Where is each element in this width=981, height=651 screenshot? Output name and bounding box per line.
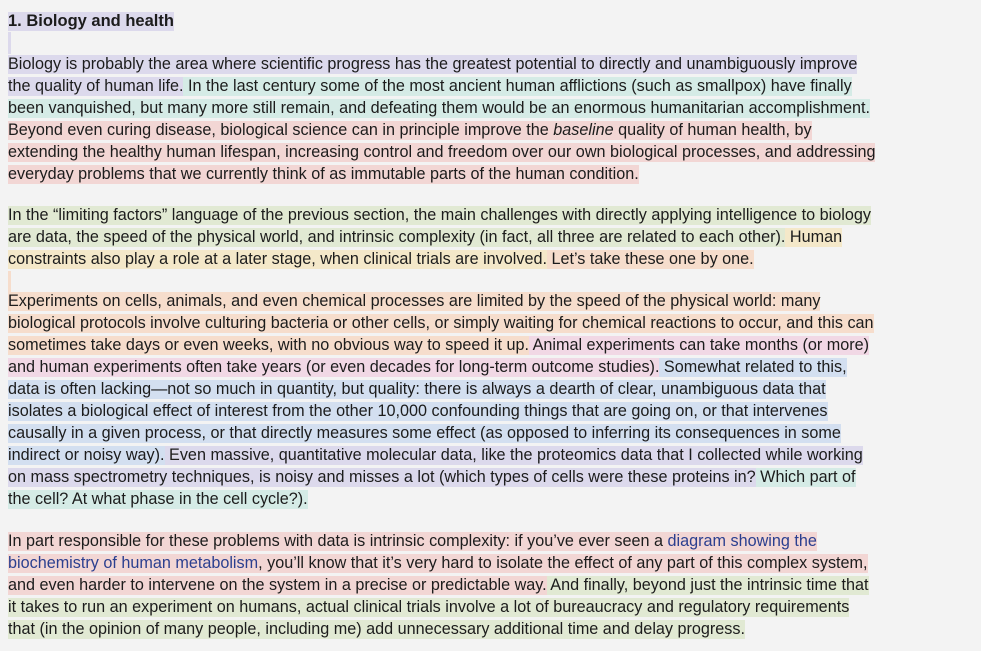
paragraph-3-line: indirect or noisy way). Even massive, qu…	[8, 444, 863, 466]
highlighted-sentence: the quality of human life.	[8, 77, 184, 96]
paragraph-3-line: Experiments on cells, animals, and even …	[8, 290, 821, 312]
paragraph-4-line: and even harder to intervene on the syst…	[8, 574, 869, 596]
highlighted-sentence: and human experiments often take years (…	[8, 358, 660, 377]
paragraph-1-line: the quality of human life. In the last c…	[8, 75, 852, 97]
paragraph-4-line: biochemistry of human metabolism, you’ll…	[8, 552, 868, 574]
highlighted-sentence: everyday problems that we currently thin…	[8, 165, 639, 184]
highlighted-sentence: are data, the speed of the physical worl…	[8, 228, 786, 247]
section-heading-text: 1. Biology and health	[8, 12, 174, 31]
highlighted-sentence: Which part of	[755, 468, 856, 487]
highlighted-sentence: the cell? At what phase in the cell cycl…	[8, 490, 308, 509]
paragraph-3-line: sometimes take days or even weeks, with …	[8, 334, 870, 356]
paragraph-1-line: extending the healthy human lifespan, in…	[8, 141, 876, 163]
paragraph-2-line: In the “limiting factors” language of th…	[8, 204, 871, 226]
highlighted-sentence: isolates a biological effect of interest…	[8, 402, 828, 421]
paragraph-1-line: been vanquished, but many more still rem…	[8, 97, 871, 119]
highlighted-sentence: Human	[785, 228, 843, 247]
highlighted-sentence: Animal experiments can take months (or m…	[528, 336, 870, 355]
highlighted-sentence: extending the healthy human lifespan, in…	[8, 143, 876, 162]
highlighted-sentence: Biology is probably the area where scien…	[8, 55, 858, 74]
highlighted-sentence: on mass spectrometry techniques, is nois…	[8, 468, 756, 487]
paragraph-4-line: that (in the opinion of many people, inc…	[8, 618, 745, 640]
highlighted-sentence: and even harder to intervene on the syst…	[8, 576, 547, 595]
highlighted-sentence: In the last century some of the most anc…	[183, 77, 852, 96]
highlighted-sentence: constraints also play a role at a later …	[8, 250, 547, 269]
highlighted-sentence: it takes to run an experiment on humans,…	[8, 598, 850, 617]
highlighted-sentence: been vanquished, but many more still rem…	[8, 99, 871, 118]
highlighted-sentence: Let’s take these one by one.	[546, 250, 754, 269]
paragraph-3-line: isolates a biological effect of interest…	[8, 400, 828, 422]
paragraph-1-line: Biology is probably the area where scien…	[8, 53, 858, 75]
highlighted-sentence: Even massive, quantitative molecular dat…	[164, 446, 863, 465]
paragraph-1-line: Beyond even curing disease, biological s…	[8, 119, 812, 141]
highlighted-sentence: baseline	[553, 121, 614, 140]
paragraph-3-line: causally in a given process, or that dir…	[8, 422, 841, 444]
highlighted-sentence: data is often lacking—not so much in qua…	[8, 380, 826, 399]
highlighted-sentence: Somewhat related to this,	[659, 358, 847, 377]
paragraph-3-line: and human experiments often take years (…	[8, 356, 847, 378]
paragraph-2-line: are data, the speed of the physical worl…	[8, 226, 843, 248]
highlight-gap-bar	[8, 271, 11, 293]
highlighted-sentence: Experiments on cells, animals, and even …	[8, 292, 821, 311]
paragraph-4-line: it takes to run an experiment on humans,…	[8, 596, 850, 618]
highlight-gap-bar	[8, 32, 11, 54]
highlighted-sentence: quality of human health, by	[613, 121, 812, 140]
highlighted-sentence: Beyond even curing disease, biological s…	[8, 121, 554, 140]
highlighted-sentence: In part responsible for these problems w…	[8, 532, 668, 551]
paragraph-4-line: In part responsible for these problems w…	[8, 530, 817, 552]
highlighted-sentence: that (in the opinion of many people, inc…	[8, 620, 745, 639]
paragraph-1-line: everyday problems that we currently thin…	[8, 163, 639, 185]
paragraph-3-line: data is often lacking—not so much in qua…	[8, 378, 826, 400]
highlighted-sentence: biological protocols involve culturing b…	[8, 314, 874, 333]
paragraph-3-line: on mass spectrometry techniques, is nois…	[8, 466, 856, 488]
highlighted-sentence: And finally, beyond just the intrinsic t…	[546, 576, 869, 595]
highlighted-sentence: causally in a given process, or that dir…	[8, 424, 841, 443]
paragraph-3-line: the cell? At what phase in the cell cycl…	[8, 488, 308, 510]
highlighted-sentence: In the “limiting factors” language of th…	[8, 206, 871, 225]
diagram-link-text[interactable]: biochemistry of human metabolism	[8, 554, 259, 573]
paragraph-3-line: biological protocols involve culturing b…	[8, 312, 874, 334]
paragraph-2-line: constraints also play a role at a later …	[8, 248, 754, 270]
section-heading: 1. Biology and health	[8, 10, 174, 32]
highlighted-sentence: sometimes take days or even weeks, with …	[8, 336, 529, 355]
highlighted-sentence: indirect or noisy way).	[8, 446, 165, 465]
highlighted-sentence: , you’ll know that it’s very hard to iso…	[258, 554, 868, 573]
diagram-link-text[interactable]: diagram showing the	[667, 532, 817, 551]
